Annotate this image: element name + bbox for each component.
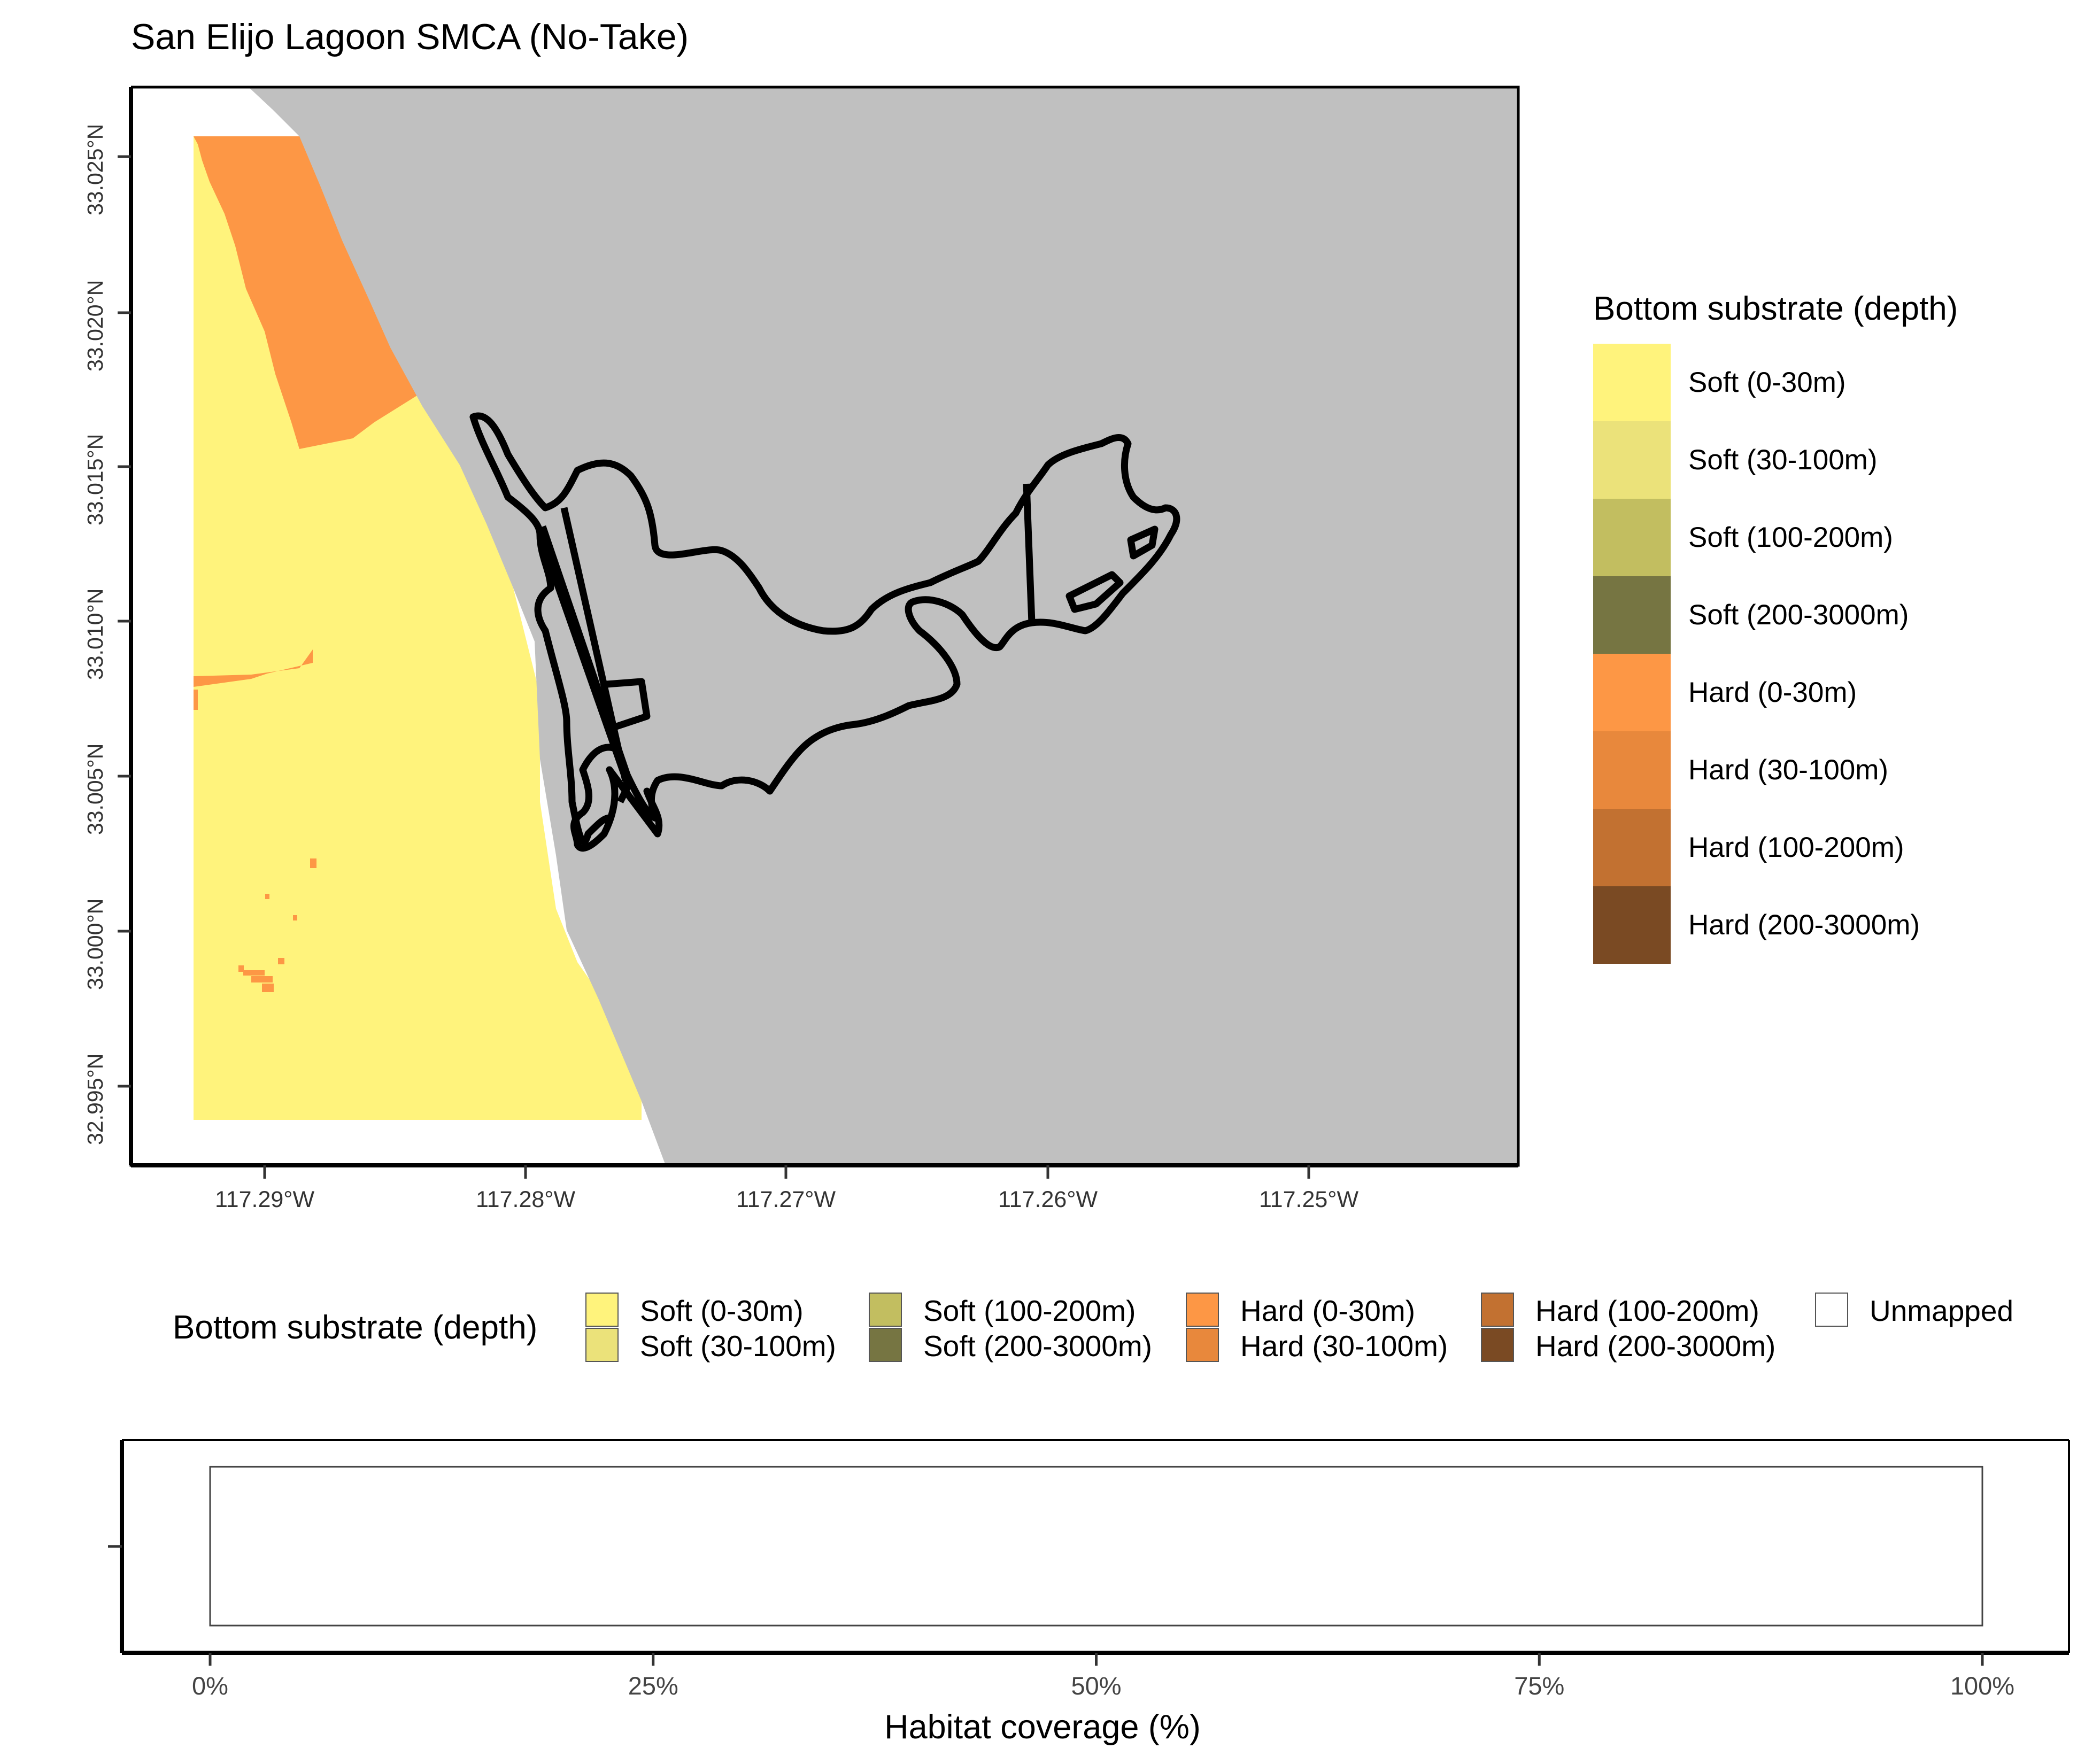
mpa-sluice bbox=[606, 678, 651, 731]
lat-tick-label: 33.015°N bbox=[83, 434, 107, 525]
coverage-x-tick-label: 25% bbox=[628, 1672, 678, 1700]
coverage-x-axis-title: Habitat coverage (%) bbox=[884, 1708, 1201, 1746]
bottom-legend-swatch bbox=[1186, 1328, 1219, 1362]
right-legend-label: Soft (200-3000m) bbox=[1688, 599, 1909, 631]
bottom-legend-swatch bbox=[869, 1328, 902, 1362]
mpa-inner-channel-3 bbox=[536, 533, 632, 803]
bottom-legend-swatch bbox=[869, 1293, 902, 1327]
lat-tick-label: 33.010°N bbox=[83, 588, 107, 680]
coverage-bar bbox=[209, 1466, 1983, 1627]
coverage-bars bbox=[209, 1466, 1983, 1627]
lat-tick-marks bbox=[118, 155, 131, 1088]
bottom-legend-swatch bbox=[1186, 1293, 1219, 1327]
map-title: San Elijo Lagoon SMCA (No-Take) bbox=[131, 17, 689, 57]
bottom-legend-label: Soft (0-30m) bbox=[640, 1294, 804, 1327]
mpa-boundary-west bbox=[469, 413, 613, 846]
coverage-x-tick-label: 50% bbox=[1071, 1672, 1122, 1700]
lon-tick-marks bbox=[263, 1165, 1310, 1179]
coverage-x-tick-label: 0% bbox=[192, 1672, 228, 1700]
bottom-legend-label: Soft (100-200m) bbox=[923, 1294, 1136, 1327]
lon-tick-label: 117.27°W bbox=[736, 1187, 836, 1212]
mpa-island-2 bbox=[1127, 525, 1159, 560]
bottom-legend-label: Hard (200-3000m) bbox=[1535, 1329, 1776, 1363]
right-legend-label: Hard (100-200m) bbox=[1688, 832, 1904, 863]
mpa-boundary bbox=[469, 412, 1180, 852]
right-legend-label: Hard (0-30m) bbox=[1688, 677, 1857, 708]
bottom-legend-swatch bbox=[585, 1328, 619, 1362]
right-legend-label: Hard (200-3000m) bbox=[1688, 909, 1920, 941]
coverage-x-tick-marks bbox=[208, 1653, 1984, 1666]
mpa-inner-channel-2 bbox=[560, 507, 629, 782]
lat-tick-label: 32.995°N bbox=[83, 1053, 107, 1145]
lon-tick-label: 117.29°W bbox=[214, 1187, 315, 1212]
lat-tick-label: 33.020°N bbox=[83, 280, 107, 372]
land-area bbox=[249, 87, 1518, 1165]
right-legend-title: Bottom substrate (depth) bbox=[1593, 290, 1958, 327]
bottom-legend-label: Unmapped bbox=[1870, 1294, 2014, 1327]
lon-tick-label: 117.26°W bbox=[998, 1187, 1098, 1212]
coverage-x-tick-label: 100% bbox=[1950, 1672, 2015, 1700]
hard-0-30m-area bbox=[194, 136, 417, 449]
right-legend-swatch bbox=[1593, 654, 1671, 731]
right-legend-swatch bbox=[1593, 809, 1671, 886]
bottom-legend-label: Hard (0-30m) bbox=[1240, 1294, 1416, 1327]
hard-0-30m-stripe bbox=[194, 649, 313, 687]
right-legend-swatch bbox=[1593, 886, 1671, 964]
right-legend-label: Soft (100-200m) bbox=[1688, 522, 1893, 553]
lat-tick-label: 33.025°N bbox=[83, 123, 107, 215]
right-legend-swatch bbox=[1593, 344, 1671, 421]
bottom-legend-swatch bbox=[585, 1293, 619, 1327]
right-legend-label: Soft (30-100m) bbox=[1688, 444, 1878, 476]
bottom-legend-swatch bbox=[1815, 1293, 1848, 1327]
right-legend-swatch bbox=[1593, 421, 1671, 499]
coverage-x-tick-label: 75% bbox=[1514, 1672, 1565, 1700]
right-legend-swatch bbox=[1593, 576, 1671, 654]
lon-tick-label: 117.25°W bbox=[1258, 1187, 1359, 1212]
lat-tick-label: 33.000°N bbox=[83, 898, 107, 990]
right-legend-label: Soft (0-30m) bbox=[1688, 367, 1846, 398]
right-legend-label: Hard (30-100m) bbox=[1688, 754, 1889, 786]
bottom-legend-swatch bbox=[1481, 1328, 1514, 1362]
lat-tick-label: 33.005°N bbox=[83, 743, 107, 835]
right-legend-swatch bbox=[1593, 499, 1671, 576]
bottom-legend-label: Hard (30-100m) bbox=[1240, 1329, 1448, 1363]
hard-0-30m-fragments bbox=[194, 690, 316, 992]
lon-tick-label: 117.28°W bbox=[475, 1187, 576, 1212]
right-legend-swatch bbox=[1593, 731, 1671, 809]
bottom-legend-label: Soft (200-3000m) bbox=[923, 1329, 1152, 1363]
mpa-island-1 bbox=[1065, 571, 1124, 613]
bottom-legend-label: Hard (100-200m) bbox=[1535, 1294, 1759, 1327]
bottom-legend-swatch bbox=[1481, 1293, 1514, 1327]
mpa-north-channel bbox=[1023, 483, 1036, 623]
bottom-legend-label: Soft (30-100m) bbox=[640, 1329, 836, 1363]
bottom-legend-title: Bottom substrate (depth) bbox=[173, 1309, 538, 1346]
